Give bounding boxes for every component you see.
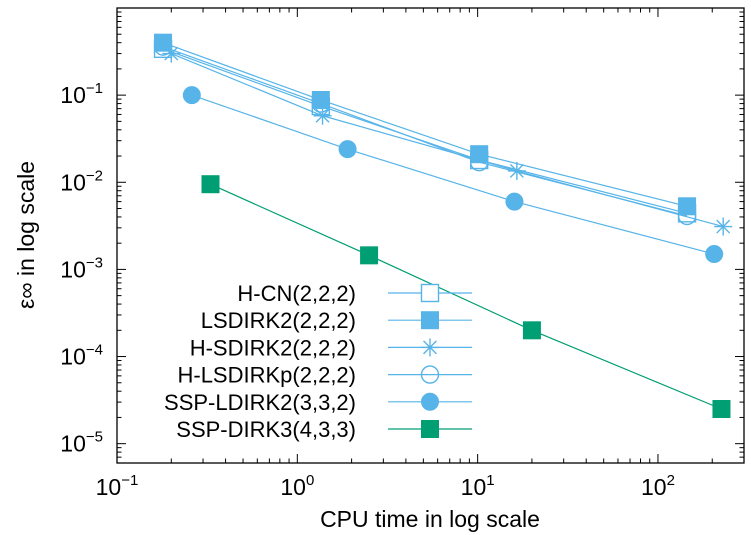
data-point (505, 192, 524, 211)
legend-marker (421, 311, 439, 330)
series-line (162, 42, 688, 207)
legend-label: LSDIRK2(2,2,2) (201, 308, 356, 333)
x-tick-label: 10−1 (96, 472, 139, 500)
legend: H-CN(2,2,2)LSDIRK2(2,2,2)H-SDIRK2(2,2,2)… (164, 281, 472, 442)
series-layer (153, 33, 733, 418)
series-line (191, 94, 715, 255)
series-1 (153, 39, 697, 223)
y-tick-label: 10−2 (60, 167, 103, 195)
legend-label: H-SDIRK2(2,2,2) (190, 335, 356, 360)
series-line (162, 46, 688, 217)
data-point (714, 217, 733, 236)
data-point (182, 86, 201, 105)
data-point (469, 152, 489, 172)
series-6 (201, 175, 731, 418)
legend-marker (421, 392, 439, 411)
x-tick-label: 102 (641, 472, 675, 500)
y-tick-label: 10−3 (60, 254, 103, 282)
data-point (153, 37, 173, 56)
data-point (338, 140, 357, 159)
y-tick-label: 10−1 (60, 80, 103, 108)
data-point (522, 321, 541, 340)
legend-marker (420, 283, 440, 303)
legend-entry: H-CN(2,2,2) (237, 281, 472, 306)
legend-entry: H-SDIRK2(2,2,2) (190, 335, 472, 360)
legend-entry: SSP-DIRK3(4,3,3) (176, 417, 472, 442)
legend-entry: SSP-LDIRK2(3,3,2) (164, 390, 472, 415)
y-tick-label: 10−4 (60, 342, 103, 370)
legend-label: H-CN(2,2,2) (237, 281, 356, 306)
y-axis-title: ε∞ in log scale (13, 161, 39, 309)
data-point (360, 246, 379, 265)
data-point (705, 245, 724, 264)
data-point (313, 106, 332, 125)
x-tick-label: 100 (280, 472, 314, 500)
series-2 (154, 33, 697, 216)
data-point (201, 175, 220, 194)
legend-marker (421, 338, 439, 357)
legend-label: SSP-DIRK3(4,3,3) (176, 417, 356, 442)
legend-entry: LSDIRK2(2,2,2) (201, 308, 472, 333)
data-point (154, 33, 173, 52)
legend-label: H-LSDIRKp(2,2,2) (177, 363, 356, 388)
legend-entry: H-LSDIRKp(2,2,2) (177, 363, 472, 388)
plot-frame (116, 7, 745, 464)
axis-ticks: 10−1 100 101 102 10−5 10−4 10−3 10−2 10−1 (60, 7, 745, 500)
data-point (677, 206, 697, 226)
series-line (162, 48, 688, 214)
x-axis-title: CPU time in log scale (320, 506, 540, 532)
y-tick-label: 10−5 (60, 429, 103, 457)
series-5 (182, 86, 724, 264)
data-point (311, 94, 331, 113)
legend-marker (421, 420, 439, 438)
x-tick-label: 101 (461, 472, 495, 500)
data-point (712, 399, 731, 418)
series-4 (153, 37, 697, 226)
legend-label: SSP-LDIRK2(3,3,2) (164, 390, 356, 415)
data-point (678, 197, 697, 216)
legend-marker (420, 365, 440, 384)
